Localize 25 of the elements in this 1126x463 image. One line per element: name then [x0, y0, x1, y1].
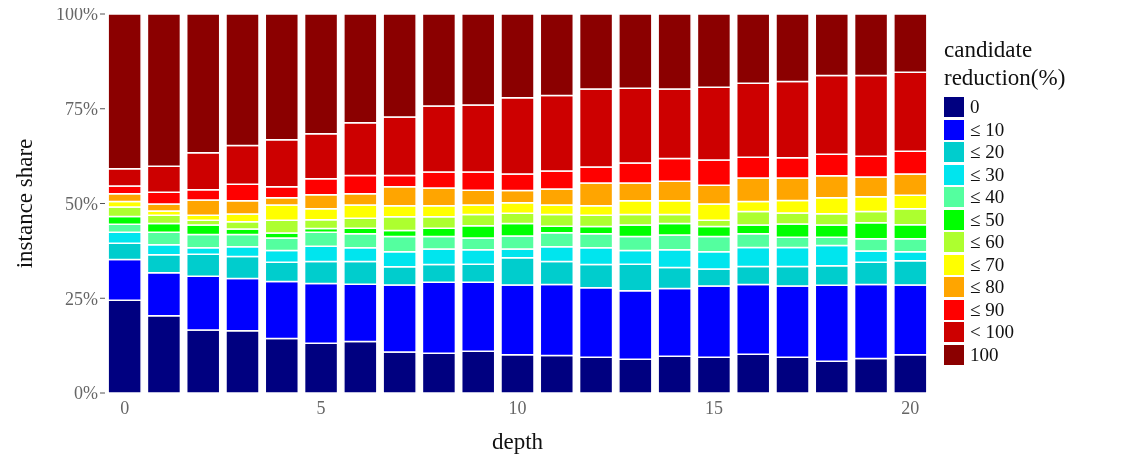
x-axis-title: depth: [491, 429, 544, 454]
y-tick-label: 50%: [65, 193, 98, 214]
x-tick-label: 20: [901, 397, 920, 418]
legend-label: ≤ 80: [970, 276, 1005, 299]
legend-label: ≤ 60: [970, 231, 1005, 254]
y-tick-label: 25%: [65, 288, 98, 309]
x-tick-label: 10: [508, 397, 527, 418]
legend-title: candidate reduction(%): [944, 36, 1067, 92]
x-tick-label: 5: [316, 397, 326, 418]
legend-label: ≤ 40: [970, 186, 1005, 209]
x-tick-label: 15: [704, 397, 723, 418]
legend-label: ≤ 50: [970, 208, 1005, 231]
legend-label: ≤ 10: [970, 118, 1005, 141]
y-tick-label: 75%: [65, 99, 98, 120]
x-tick-label: 0: [120, 397, 130, 418]
y-tick-label: 0%: [74, 383, 98, 404]
legend-label: < 100: [970, 321, 1014, 344]
legend-label: ≤ 20: [970, 141, 1005, 164]
legend-label: 100: [970, 343, 999, 366]
legend-label: ≤ 30: [970, 163, 1005, 186]
y-tick-label: 100%: [56, 4, 98, 25]
legend-label: ≤ 70: [970, 253, 1005, 276]
legend-label: ≤ 90: [970, 298, 1005, 321]
y-axis-title: instance share: [12, 138, 38, 269]
legend-label: 0: [970, 96, 980, 119]
